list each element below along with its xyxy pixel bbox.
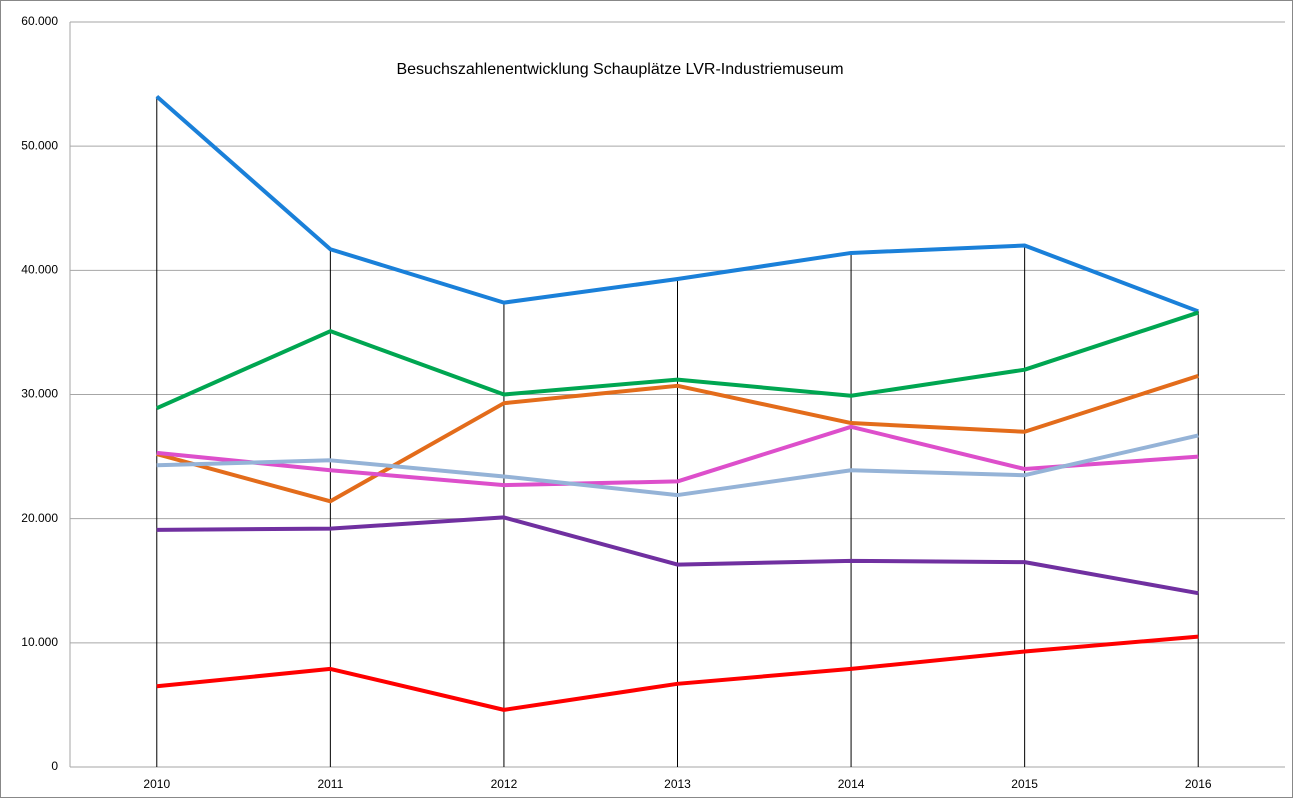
x-tick-label: 2010 (143, 777, 170, 791)
series-line (156, 634, 1199, 712)
y-tick-label: 10.000 (21, 635, 58, 649)
chart-title: Besuchszahlenentwicklung Schauplätze LVR… (396, 61, 843, 78)
x-tick-label: 2012 (491, 777, 518, 791)
y-tick-label: 50.000 (21, 138, 58, 152)
x-tick-label: 2011 (317, 777, 343, 791)
y-tick-label: 40.000 (21, 263, 58, 277)
series-line (156, 424, 1199, 488)
x-tick-label: 2016 (1185, 777, 1212, 791)
series-line (155, 310, 1199, 410)
y-tick-label: 60.000 (21, 14, 58, 28)
series-line (156, 515, 1199, 596)
y-tick-label: 30.000 (21, 387, 58, 401)
x-tick-label: 2015 (1011, 777, 1038, 791)
series-line (156, 433, 1199, 498)
y-tick-label: 0 (51, 759, 58, 773)
series-line (156, 373, 1199, 504)
y-tick-label: 20.000 (21, 511, 58, 525)
x-tick-label: 2013 (664, 777, 691, 791)
x-tick-label: 2014 (838, 777, 865, 791)
series-line (155, 94, 1199, 314)
